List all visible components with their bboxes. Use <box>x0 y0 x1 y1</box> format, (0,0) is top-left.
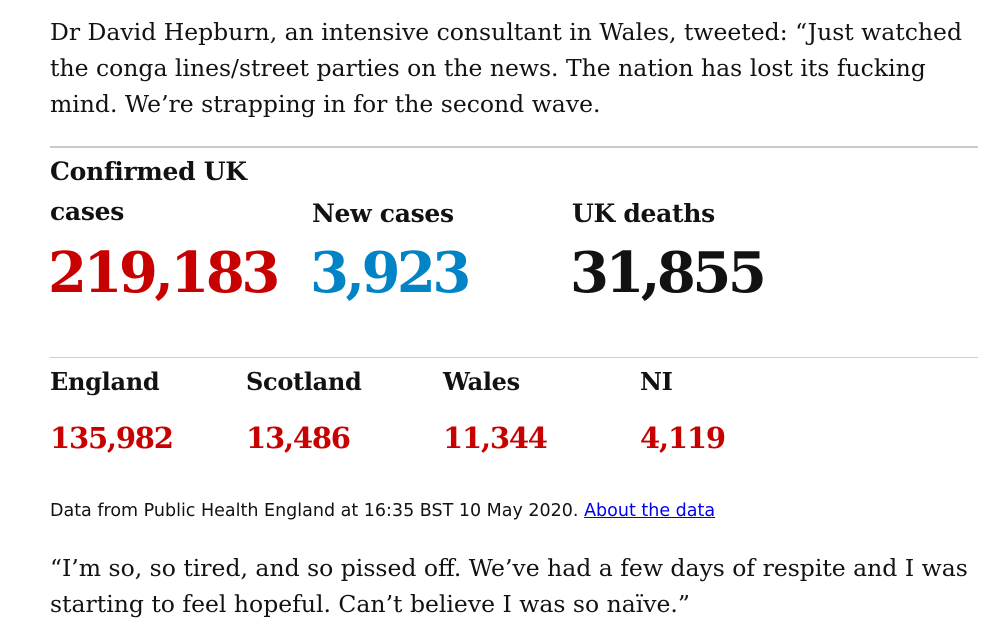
region-value-england: 135,982 <box>50 421 174 455</box>
data-source-note: Data from Public Health England at 16:35… <box>50 497 715 525</box>
new-cases-label: New cases <box>312 199 454 228</box>
confirmed-cases-label: Confirmed UK cases <box>50 157 247 226</box>
confirmed-cases-value: 219,183 <box>48 240 280 306</box>
region-label-wales: Wales <box>443 367 520 396</box>
region-value-wales: 11,344 <box>443 421 548 455</box>
about-the-data-link[interactable]: About the data <box>584 501 716 521</box>
region-label-scotland: Scotland <box>246 367 362 396</box>
region-label-england: England <box>50 367 160 396</box>
intro-paragraph: Dr David Hepburn, an intensive consultan… <box>50 18 962 118</box>
region-value-ni: 4,119 <box>640 421 726 455</box>
uk-deaths-label: UK deaths <box>572 199 715 228</box>
data-source-text: Data from Public Health England at 16:35… <box>50 501 579 521</box>
uk-deaths-value: 31,855 <box>570 240 767 306</box>
region-label-ni: NI <box>640 367 673 396</box>
section-divider-top <box>50 146 978 148</box>
section-divider-mid <box>50 357 978 358</box>
region-value-scotland: 13,486 <box>246 421 351 455</box>
closing-paragraph: “I’m so, so tired, and so pissed off. We… <box>50 554 968 618</box>
new-cases-value: 3,923 <box>310 240 471 306</box>
